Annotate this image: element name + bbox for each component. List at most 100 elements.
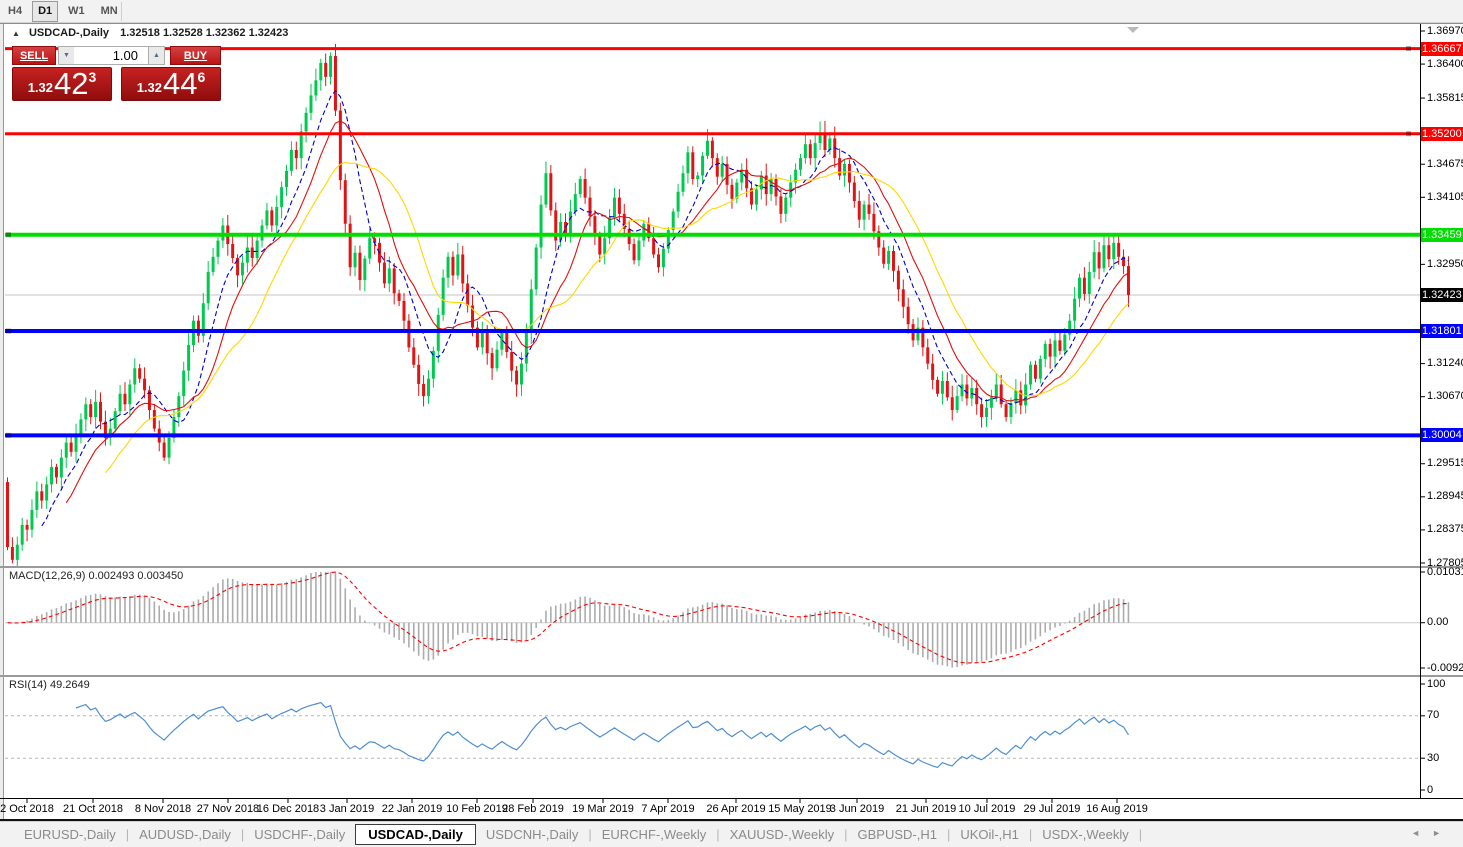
candle-body [500, 332, 504, 350]
candle-body [99, 401, 103, 422]
chart-shift-icon[interactable] [1127, 27, 1139, 33]
candle-body [466, 283, 470, 306]
symbol-tab-bar: EURUSD-,Daily | AUDUSD-,Daily | USDCHF-,Dail… [0, 821, 1463, 847]
candle-body [426, 378, 430, 397]
candle-body [847, 163, 851, 183]
price-tick-label: 1.36970 [1427, 24, 1463, 37]
tab-eurchf-weekly[interactable]: EURCHF-,Weekly [601, 827, 707, 842]
candle-body [612, 197, 616, 218]
timeframe-button-w1[interactable]: W1 [68, 5, 85, 17]
level-line-handle[interactable] [6, 432, 11, 438]
candle-body [696, 175, 700, 180]
level-line-handle[interactable] [1406, 46, 1411, 52]
candle-body [490, 353, 494, 369]
candle-body [118, 393, 122, 412]
tab-xauusd-weekly[interactable]: XAUUSD-,Weekly [729, 827, 835, 842]
tab-separator: | [125, 827, 130, 842]
timeframe-button-mn[interactable]: MN [100, 5, 118, 17]
candle-body [877, 231, 881, 248]
date-tick-label: 10 Feb 2019 [446, 803, 508, 815]
sell-button[interactable]: SELL [12, 46, 56, 65]
tab-audusd-daily[interactable]: AUDUSD-,Daily [139, 827, 231, 842]
candle-body [838, 158, 842, 176]
buy-price-prefix: 1.32 [136, 80, 163, 95]
candle-body [691, 152, 695, 180]
macd-rsi-panel-divider[interactable] [0, 675, 1463, 677]
macd-axis-label: -0.009203 [1427, 661, 1463, 674]
level-line-handle[interactable] [1406, 131, 1411, 137]
date-tick-label: 22 Jan 2019 [381, 803, 443, 815]
candle-body [387, 268, 391, 284]
date-tick-label: 21 Jun 2019 [895, 803, 957, 815]
candle-body [960, 384, 964, 397]
volume-increase-button[interactable]: ▲ [148, 46, 165, 65]
tab-scroll-left-icon[interactable]: ◄ [1411, 828, 1433, 838]
candle-body [985, 407, 988, 418]
timeframe-button-d1[interactable]: D1 [32, 1, 59, 22]
candle-body [666, 230, 670, 249]
candle-body [45, 484, 49, 501]
tab-ukoil-h1[interactable]: UKOil-,H1 [960, 827, 1019, 842]
macd-axis-label: 0.010311 [1427, 565, 1463, 578]
ma-line-8 [41, 89, 1129, 527]
candle-body [735, 182, 739, 199]
tab-usdcnh-daily[interactable]: USDCNH-,Daily [485, 827, 579, 842]
tab-scroll-right-icon[interactable]: ► [1432, 828, 1453, 838]
candle-body [975, 387, 979, 405]
level-price-badge: 1.31801 [1421, 324, 1463, 339]
candle-body [294, 149, 298, 159]
spin-down-icon: ▼ [63, 52, 70, 59]
candle-body [1087, 271, 1091, 294]
tab-usdcad-daily[interactable]: USDCAD-,Daily [355, 824, 476, 845]
candle-body [172, 417, 176, 438]
volume-input[interactable] [74, 46, 148, 65]
candle-body [1073, 298, 1077, 321]
candle-body [343, 180, 347, 224]
candle-body [285, 170, 289, 188]
buy-quote-box[interactable]: 1.32 44 6 [121, 67, 221, 101]
date-tick-label: 3 Jan 2019 [319, 803, 375, 815]
candle-body [1053, 340, 1057, 357]
date-tick-label: 29 Jul 2019 [1023, 803, 1081, 815]
collapse-ohlc-icon[interactable]: ▲ [12, 29, 20, 38]
candle-body [730, 184, 734, 199]
tab-separator: | [716, 827, 720, 842]
candle-body [79, 419, 83, 435]
candle-body [754, 189, 758, 205]
candle-body [236, 257, 240, 276]
macd-axis-label: 0.00 [1427, 616, 1449, 629]
candle-body [617, 197, 621, 214]
level-line-handle[interactable] [6, 328, 11, 334]
price-tick-label: 1.29515 [1427, 457, 1463, 470]
candle-body [554, 210, 558, 241]
date-tick-label: 15 May 2019 [768, 803, 832, 815]
tab-eurusd-daily[interactable]: EURUSD-,Daily [24, 827, 116, 842]
tab-gbpusd-h1[interactable]: GBPUSD-,H1 [857, 827, 937, 842]
candle-body [828, 138, 832, 150]
candle-body [147, 390, 151, 411]
candle-body [162, 442, 166, 458]
date-tick-label: 2 Oct 2018 [0, 803, 54, 815]
tab-usdchf-daily[interactable]: USDCHF-,Daily [254, 827, 346, 842]
level-line-handle[interactable] [6, 232, 11, 238]
candle-body [1107, 245, 1111, 260]
candle-body [314, 80, 318, 96]
candle-body [808, 144, 812, 159]
candle-body [231, 244, 235, 258]
buy-button[interactable]: BUY [170, 46, 221, 65]
main-macd-panel-divider[interactable] [0, 566, 1463, 568]
level-price-badge: 1.30004 [1421, 428, 1463, 443]
candle-body [25, 524, 29, 530]
candle-body [441, 277, 445, 315]
candle-body [657, 254, 661, 268]
volume-decrease-button[interactable]: ▼ [58, 46, 75, 65]
candle-body [989, 397, 993, 408]
sell-quote-box[interactable]: 1.32 42 3 [12, 67, 112, 101]
timeframe-button-h4[interactable]: H4 [8, 5, 23, 17]
level-price-badge: 1.35200 [1421, 126, 1463, 141]
price-tick-label: 1.27805 [1427, 556, 1463, 569]
tab-usdx-weekly[interactable]: USDX-,Weekly [1042, 827, 1129, 842]
date-tick-label: 19 Mar 2019 [572, 803, 634, 815]
